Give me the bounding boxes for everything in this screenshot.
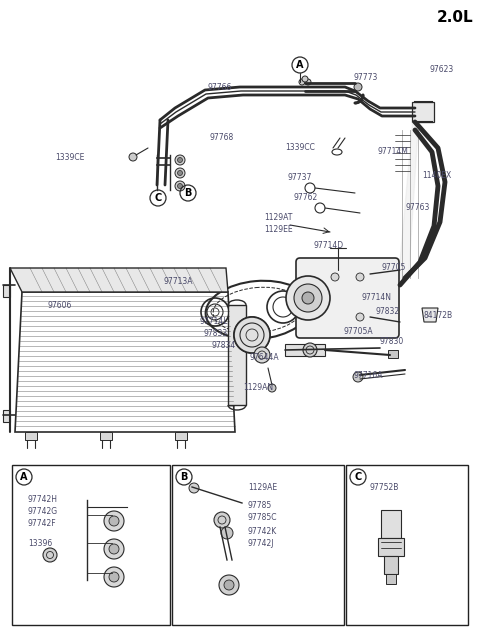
Circle shape — [175, 181, 185, 191]
Text: 97742F: 97742F — [28, 519, 57, 528]
Text: 84172B: 84172B — [423, 312, 452, 321]
Text: 97742G: 97742G — [28, 507, 58, 516]
Circle shape — [302, 76, 308, 82]
Circle shape — [268, 384, 276, 392]
Circle shape — [175, 168, 185, 178]
Text: 97742K: 97742K — [248, 528, 277, 537]
Text: 1129AN: 1129AN — [243, 384, 273, 392]
Circle shape — [214, 512, 230, 528]
Circle shape — [305, 79, 311, 85]
Bar — [381, 510, 401, 538]
Text: 97768: 97768 — [210, 133, 234, 142]
Text: 97737: 97737 — [288, 173, 312, 182]
Text: 97766: 97766 — [207, 83, 231, 91]
Text: 1339CE: 1339CE — [55, 154, 84, 163]
Text: 1129AE: 1129AE — [248, 483, 277, 491]
Circle shape — [175, 155, 185, 165]
Circle shape — [303, 343, 317, 357]
Bar — [346, 465, 468, 625]
Text: 1129EE: 1129EE — [264, 225, 293, 234]
Text: C: C — [354, 472, 361, 482]
Bar — [3, 285, 10, 297]
Text: 97644A: 97644A — [250, 354, 280, 363]
Circle shape — [178, 171, 182, 175]
Circle shape — [254, 347, 270, 363]
Bar — [388, 350, 398, 358]
Text: 2.0L: 2.0L — [437, 11, 473, 25]
Circle shape — [331, 273, 339, 281]
Text: 97716A: 97716A — [353, 371, 383, 380]
Text: 97832: 97832 — [375, 307, 399, 316]
Text: 1339CC: 1339CC — [285, 144, 315, 152]
Circle shape — [219, 575, 239, 595]
Bar — [384, 556, 398, 574]
Text: 97742J: 97742J — [248, 540, 275, 549]
Bar — [3, 410, 10, 422]
Circle shape — [356, 273, 364, 281]
Bar — [386, 574, 396, 584]
Bar — [412, 102, 434, 122]
Circle shape — [234, 317, 270, 353]
Circle shape — [178, 184, 182, 189]
Bar — [378, 538, 404, 556]
Text: A: A — [20, 472, 28, 482]
Text: 97752B: 97752B — [370, 483, 399, 491]
Bar — [25, 432, 37, 440]
Text: 13396: 13396 — [28, 538, 52, 547]
Text: 97830: 97830 — [380, 337, 404, 347]
Bar — [285, 344, 325, 356]
Circle shape — [221, 527, 233, 539]
Text: 97606: 97606 — [48, 300, 72, 309]
Text: 97762: 97762 — [294, 194, 318, 203]
Text: C: C — [155, 193, 162, 203]
Text: 97785: 97785 — [248, 500, 272, 509]
Text: 97785C: 97785C — [248, 512, 277, 521]
Text: 97714D: 97714D — [314, 241, 344, 250]
Circle shape — [334, 266, 342, 274]
FancyBboxPatch shape — [296, 258, 399, 338]
Text: B: B — [180, 472, 188, 482]
Text: 1129AT: 1129AT — [264, 213, 292, 222]
Text: 1140EX: 1140EX — [422, 171, 451, 180]
Circle shape — [104, 539, 124, 559]
Text: B: B — [184, 188, 192, 198]
Circle shape — [43, 548, 57, 562]
Circle shape — [299, 79, 305, 85]
Circle shape — [109, 516, 119, 526]
Polygon shape — [10, 268, 228, 292]
Circle shape — [224, 580, 234, 590]
Text: 97833: 97833 — [203, 330, 227, 338]
Circle shape — [129, 153, 137, 161]
Text: 97713A: 97713A — [163, 277, 192, 286]
Text: 97763: 97763 — [405, 203, 430, 213]
Text: 97773: 97773 — [353, 74, 377, 83]
Circle shape — [109, 572, 119, 582]
Text: 97623: 97623 — [430, 65, 454, 74]
Bar — [100, 432, 112, 440]
Polygon shape — [422, 308, 438, 322]
Circle shape — [104, 567, 124, 587]
Bar — [172, 465, 344, 625]
Text: 97714L: 97714L — [200, 318, 228, 326]
Circle shape — [109, 544, 119, 554]
Circle shape — [286, 276, 330, 320]
Circle shape — [104, 511, 124, 531]
Text: 97705: 97705 — [382, 264, 407, 272]
Text: 97705A: 97705A — [344, 328, 373, 337]
Circle shape — [302, 292, 314, 304]
Circle shape — [353, 372, 363, 382]
Circle shape — [294, 284, 322, 312]
Text: 97834: 97834 — [212, 342, 236, 351]
Text: 97742H: 97742H — [28, 495, 58, 504]
Circle shape — [356, 313, 364, 321]
Bar — [12, 465, 170, 625]
Text: 97714N: 97714N — [362, 293, 392, 302]
Text: A: A — [296, 60, 304, 70]
Circle shape — [178, 157, 182, 163]
Bar — [228, 305, 246, 405]
Circle shape — [354, 83, 362, 91]
Bar — [175, 432, 187, 440]
Text: 97714M: 97714M — [378, 147, 409, 156]
Circle shape — [189, 483, 199, 493]
